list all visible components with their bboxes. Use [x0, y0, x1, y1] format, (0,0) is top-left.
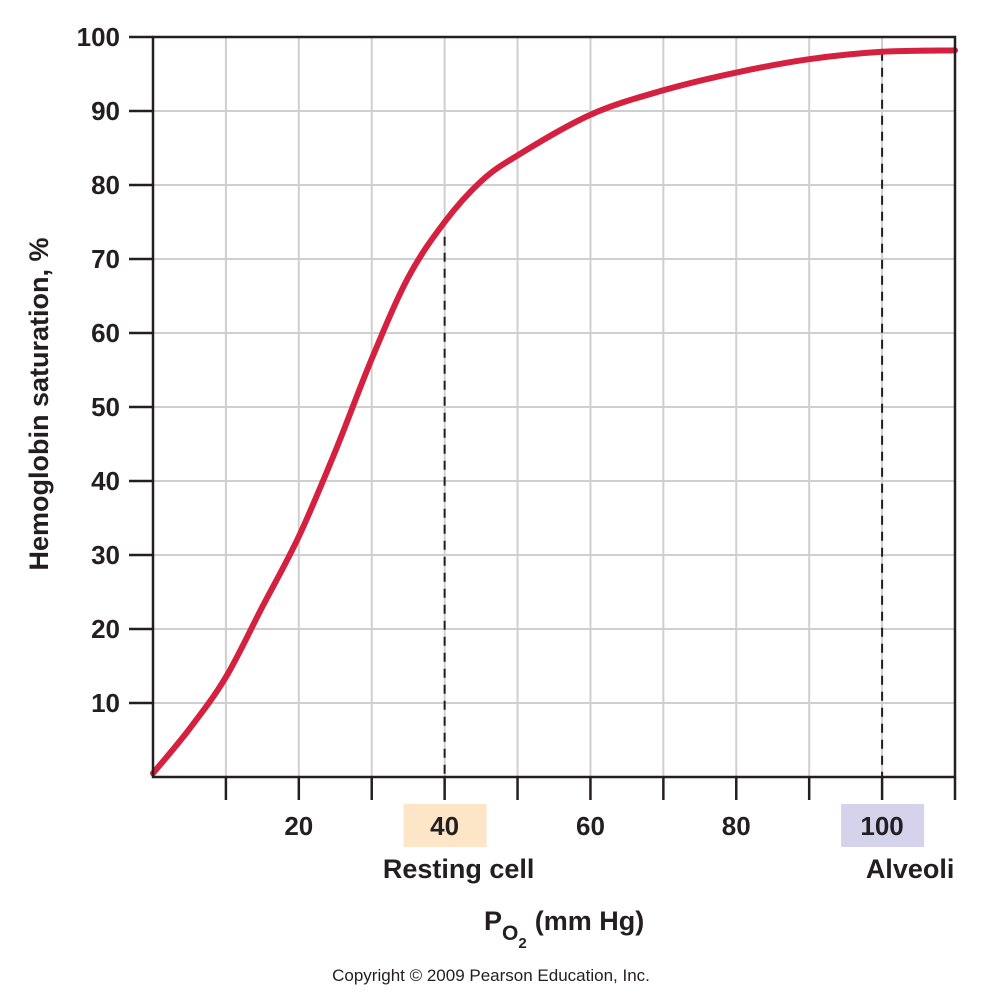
grid-lines	[153, 37, 955, 777]
y-tick-label: 90	[91, 96, 120, 126]
x-axis-title: PO2 (mm Hg)	[484, 906, 644, 952]
x-tick-label: 80	[722, 811, 751, 841]
reference-dashed-lines	[443, 51, 884, 777]
y-tick-label: 70	[91, 244, 120, 274]
x-axis-title-unit: (mm Hg)	[535, 906, 645, 936]
y-tick-label: 80	[91, 170, 120, 200]
y-tick-label: 40	[91, 466, 120, 496]
y-axis-ticks: 10 20 30 40 50 60 70 80 90 100	[77, 22, 153, 718]
y-axis-title: Hemoglobin saturation, %	[24, 237, 54, 570]
x-tick-label: 60	[576, 811, 605, 841]
y-tick-label: 30	[91, 540, 120, 570]
tick-highlight-box	[403, 804, 487, 847]
y-tick-label: 50	[91, 392, 120, 422]
tick-highlights	[403, 804, 925, 847]
x-tick-label: 20	[284, 811, 313, 841]
x-annotations: Resting cell Alveoli	[383, 854, 954, 884]
x-tick-label: 100	[860, 811, 903, 841]
x-axis-title-p: P	[484, 906, 502, 936]
resting-cell-label: Resting cell	[383, 854, 535, 884]
x-axis-ticks: 20 40 60 80 100	[224, 777, 957, 841]
saturation-curve	[150, 47, 958, 777]
x-axis-title-sub: O	[502, 922, 518, 945]
y-tick-label: 60	[91, 318, 120, 348]
x-tick-label: 40	[430, 811, 459, 841]
y-tick-label: 100	[77, 22, 120, 52]
alveoli-label: Alveoli	[866, 854, 955, 884]
tick-highlight-box	[841, 804, 925, 847]
y-tick-label: 10	[91, 688, 120, 718]
y-tick-label: 20	[91, 614, 120, 644]
x-axis-title-subsub: 2	[518, 935, 526, 952]
copyright-notice: Copyright © 2009 Pearson Education, Inc.	[332, 966, 650, 985]
